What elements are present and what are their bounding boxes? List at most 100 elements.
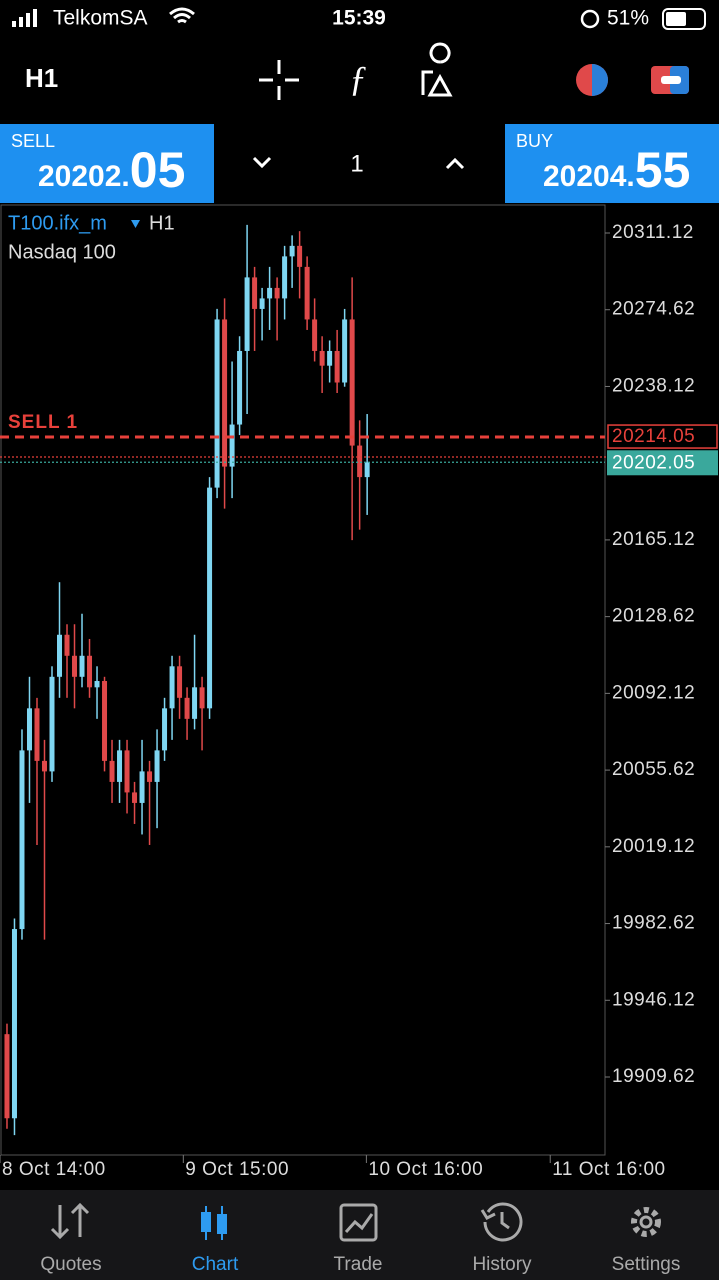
tab-label[interactable]: Chart — [192, 1254, 239, 1275]
candle-body — [357, 445, 363, 478]
carrier: TelkomSA — [53, 7, 148, 30]
signal-bar — [33, 9, 37, 27]
candle-body — [312, 319, 318, 351]
crosshair-icon[interactable] — [259, 60, 299, 100]
candle-body — [117, 750, 123, 782]
history-icon[interactable] — [480, 1202, 523, 1242]
x-tick-label: 11 Oct 16:00 — [552, 1159, 665, 1180]
candle-body — [252, 277, 258, 309]
candle-body — [199, 687, 205, 709]
trade-panel: SELL 20202.05 1 BUY 20204.55 — [0, 124, 719, 203]
candle-body — [192, 687, 198, 719]
candle-body — [79, 655, 85, 677]
chart-icon[interactable] — [201, 1212, 211, 1232]
quotes-icon[interactable] — [50, 1202, 90, 1240]
order-line-label: SELL 1 — [8, 412, 78, 433]
y-tick-label: 20238.12 — [612, 375, 695, 396]
bid-price-label: 20202.05 — [612, 452, 695, 473]
candle-body — [259, 298, 265, 309]
candle-body — [64, 634, 70, 656]
objects-icon[interactable] — [421, 42, 453, 97]
buy-price-main: 20204. — [543, 160, 635, 193]
volume-up[interactable] — [445, 157, 465, 170]
buy-price-pips: 55 — [635, 142, 691, 198]
candle-body — [297, 245, 303, 267]
trade-icon-line — [344, 1213, 374, 1234]
candle-body — [11, 929, 17, 1119]
trade-icon-bar — [661, 76, 681, 84]
tab-icons — [50, 1202, 661, 1242]
candle-body — [304, 266, 310, 320]
sell-price-main: 20202. — [38, 160, 130, 193]
y-tick-label: 19946.12 — [612, 989, 695, 1010]
tab-label[interactable]: Settings — [612, 1254, 681, 1275]
plot — [4, 224, 370, 1136]
candle-body — [237, 350, 243, 425]
candle-body — [57, 634, 63, 677]
volume[interactable]: 1 — [350, 150, 363, 177]
candle-body — [334, 350, 340, 383]
rotation-lock-icon — [580, 9, 600, 29]
candle-body — [207, 487, 213, 709]
sell-price: 20202.05 — [38, 142, 185, 198]
clock: 15:39 — [332, 7, 386, 30]
candle-body — [244, 277, 250, 351]
candle-body — [49, 676, 55, 772]
candle-body — [162, 708, 168, 751]
timeframe-button[interactable]: H1 — [25, 63, 58, 93]
candle-body — [222, 319, 228, 467]
battery-percent: 51% — [607, 7, 649, 30]
candle-body — [72, 655, 78, 677]
trade-icon[interactable] — [339, 1203, 378, 1242]
candle-body — [154, 750, 160, 782]
y-tick-label: 20019.12 — [612, 836, 695, 857]
tab-label[interactable]: Trade — [334, 1254, 383, 1275]
candle-body — [132, 792, 138, 803]
candle-body — [364, 462, 370, 478]
sell-button[interactable] — [0, 124, 214, 203]
indicators-icon[interactable]: ƒ — [349, 58, 367, 98]
order-price-label: 20214.05 — [612, 426, 695, 447]
buy-label: BUY — [516, 131, 553, 151]
candle-body — [184, 697, 190, 719]
symbol-dropdown[interactable] — [131, 220, 140, 228]
signal-bar — [19, 17, 23, 27]
buy-price: 20204.55 — [543, 142, 690, 198]
settings-icon[interactable] — [631, 1207, 661, 1237]
tab-label[interactable]: History — [472, 1254, 532, 1275]
candle-body — [282, 256, 288, 299]
wifi-icon — [169, 7, 195, 24]
y-tick-label: 20092.12 — [612, 682, 695, 703]
toolbar: H1 ƒ — [25, 42, 689, 100]
candle-body — [94, 681, 100, 688]
chart-icon — [217, 1214, 227, 1234]
tab-label[interactable]: Quotes — [40, 1254, 101, 1275]
settings-icon-center — [639, 1215, 653, 1229]
chart-timeframe: H1 — [149, 212, 175, 234]
sell-label: SELL — [11, 131, 55, 151]
candle-body — [4, 1034, 10, 1119]
candle-body — [349, 319, 355, 446]
buy-button[interactable] — [505, 124, 719, 203]
y-tick-label: 20165.12 — [612, 529, 695, 550]
candle-body — [267, 287, 273, 299]
chart-frame — [0, 204, 606, 1156]
symbol: T100.ifx_m — [8, 212, 107, 234]
candle-body — [26, 708, 32, 751]
candle-body — [177, 666, 183, 698]
candle-body — [139, 771, 145, 803]
candle-body — [87, 655, 93, 688]
symbol-description: Nasdaq 100 — [8, 241, 116, 263]
battery-level — [666, 12, 686, 26]
volume-down[interactable] — [252, 156, 272, 169]
x-tick-label: 9 Oct 15:00 — [185, 1159, 289, 1180]
y-tick-label: 20274.62 — [612, 299, 695, 320]
account-icon-half — [592, 64, 608, 96]
signal-bar — [26, 13, 30, 27]
y-tick-label: 19982.62 — [612, 913, 695, 934]
sell-price-pips: 05 — [130, 142, 186, 198]
candle-body — [214, 319, 220, 488]
